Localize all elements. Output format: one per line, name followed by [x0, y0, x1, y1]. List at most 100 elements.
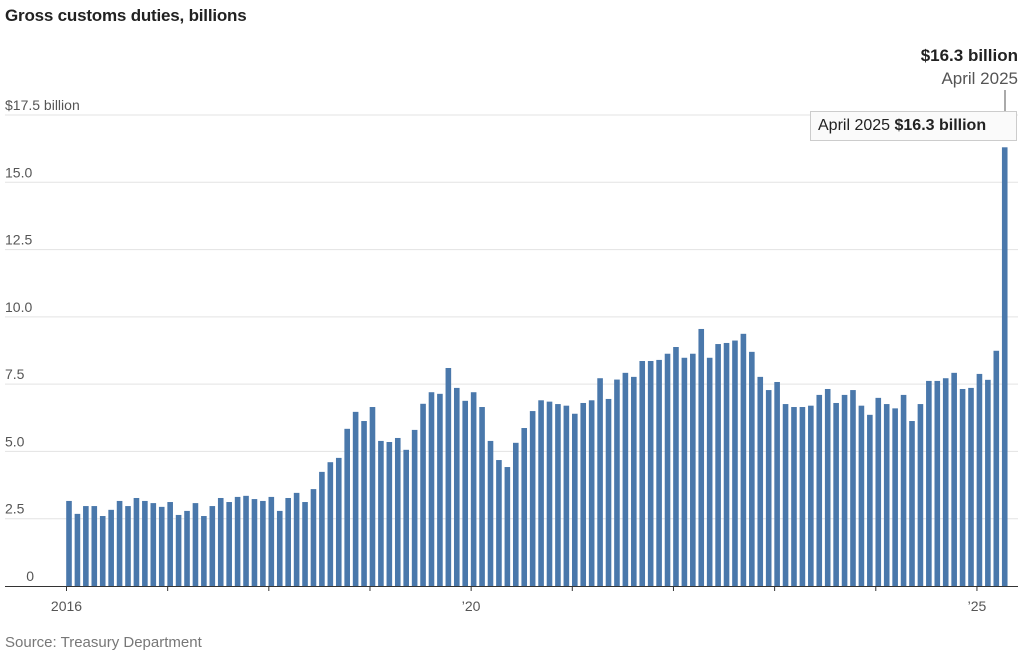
bar[interactable]: [951, 372, 957, 586]
bar[interactable]: [538, 400, 544, 586]
bar[interactable]: [496, 460, 502, 586]
bar[interactable]: [99, 516, 106, 586]
bar[interactable]: [749, 351, 755, 586]
bar[interactable]: [276, 510, 283, 586]
bar[interactable]: [732, 340, 738, 586]
bar[interactable]: [572, 413, 578, 586]
bar[interactable]: [184, 510, 190, 586]
bar[interactable]: [369, 407, 376, 586]
bar[interactable]: [226, 502, 232, 586]
bar[interactable]: [83, 506, 89, 586]
bar[interactable]: [479, 407, 485, 586]
bar[interactable]: [487, 440, 494, 586]
bar[interactable]: [993, 350, 1000, 586]
bar[interactable]: [302, 502, 308, 586]
bar[interactable]: [942, 378, 949, 586]
bar[interactable]: [867, 414, 873, 586]
bar[interactable]: [546, 401, 553, 586]
bar[interactable]: [791, 407, 797, 586]
bar[interactable]: [319, 471, 325, 586]
bar[interactable]: [976, 373, 983, 586]
bar[interactable]: [470, 392, 477, 586]
bar[interactable]: [647, 360, 654, 586]
bar[interactable]: [588, 400, 595, 586]
bar[interactable]: [234, 496, 241, 586]
bar[interactable]: [243, 495, 249, 586]
bar[interactable]: [378, 440, 384, 586]
bar[interactable]: [858, 405, 865, 586]
bar[interactable]: [723, 342, 730, 586]
bar[interactable]: [875, 397, 882, 586]
bar[interactable]: [158, 506, 165, 586]
bar[interactable]: [555, 404, 561, 586]
bar[interactable]: [824, 388, 831, 586]
bar[interactable]: [909, 421, 915, 586]
bar[interactable]: [293, 492, 300, 586]
bar[interactable]: [352, 411, 359, 586]
bar[interactable]: [563, 405, 570, 586]
bar[interactable]: [597, 378, 603, 586]
bar[interactable]: [917, 404, 924, 586]
bar[interactable]: [622, 372, 629, 586]
bar[interactable]: [428, 392, 435, 586]
bar[interactable]: [883, 404, 890, 586]
bar[interactable]: [142, 500, 148, 586]
bar[interactable]: [133, 497, 140, 586]
bar[interactable]: [808, 405, 814, 586]
bar[interactable]: [175, 514, 182, 586]
bar[interactable]: [757, 376, 764, 586]
bar[interactable]: [108, 509, 114, 586]
bar[interactable]: [445, 367, 452, 586]
bar[interactable]: [774, 381, 780, 586]
bar[interactable]: [386, 442, 393, 586]
bar[interactable]: [841, 394, 848, 586]
bar[interactable]: [816, 394, 823, 586]
bar[interactable]: [614, 379, 620, 586]
bar[interactable]: [504, 467, 511, 586]
bar[interactable]: [116, 500, 123, 586]
bar[interactable]: [437, 393, 443, 586]
bar[interactable]: [765, 390, 772, 586]
bar[interactable]: [959, 388, 966, 586]
bar[interactable]: [681, 357, 688, 586]
bar[interactable]: [394, 437, 401, 586]
bar[interactable]: [833, 402, 839, 586]
bar[interactable]: [403, 449, 409, 586]
bar[interactable]: [150, 503, 157, 586]
bar[interactable]: [462, 400, 469, 586]
bar[interactable]: [327, 462, 334, 586]
bar[interactable]: [715, 344, 721, 586]
bar[interactable]: [698, 328, 705, 586]
bar[interactable]: [799, 407, 806, 586]
bar[interactable]: [192, 503, 199, 586]
bar[interactable]: [167, 502, 173, 586]
bar[interactable]: [91, 506, 98, 586]
bar[interactable]: [968, 387, 974, 586]
bar[interactable]: [209, 506, 216, 586]
bar[interactable]: [310, 489, 317, 586]
bar[interactable]: [420, 403, 426, 586]
bar[interactable]: [656, 359, 662, 586]
bar[interactable]: [521, 428, 528, 586]
bar[interactable]: [926, 380, 932, 586]
bar[interactable]: [251, 499, 258, 586]
bar[interactable]: [74, 513, 81, 586]
bar[interactable]: [892, 408, 898, 586]
bar[interactable]: [639, 360, 646, 586]
bar[interactable]: [985, 379, 991, 586]
bar[interactable]: [453, 387, 460, 586]
bar[interactable]: [260, 500, 266, 586]
bar[interactable]: [664, 353, 671, 586]
bar[interactable]: [125, 506, 131, 586]
bar[interactable]: [706, 357, 713, 586]
bar[interactable]: [66, 500, 72, 586]
bar[interactable]: [529, 411, 536, 586]
bar[interactable]: [900, 394, 907, 586]
bar[interactable]: [740, 333, 747, 586]
bar[interactable]: [690, 353, 696, 586]
bar[interactable]: [285, 497, 291, 586]
bar[interactable]: [850, 390, 856, 586]
bar[interactable]: [631, 376, 637, 586]
bar[interactable]: [344, 428, 350, 586]
bar[interactable]: [217, 497, 224, 586]
